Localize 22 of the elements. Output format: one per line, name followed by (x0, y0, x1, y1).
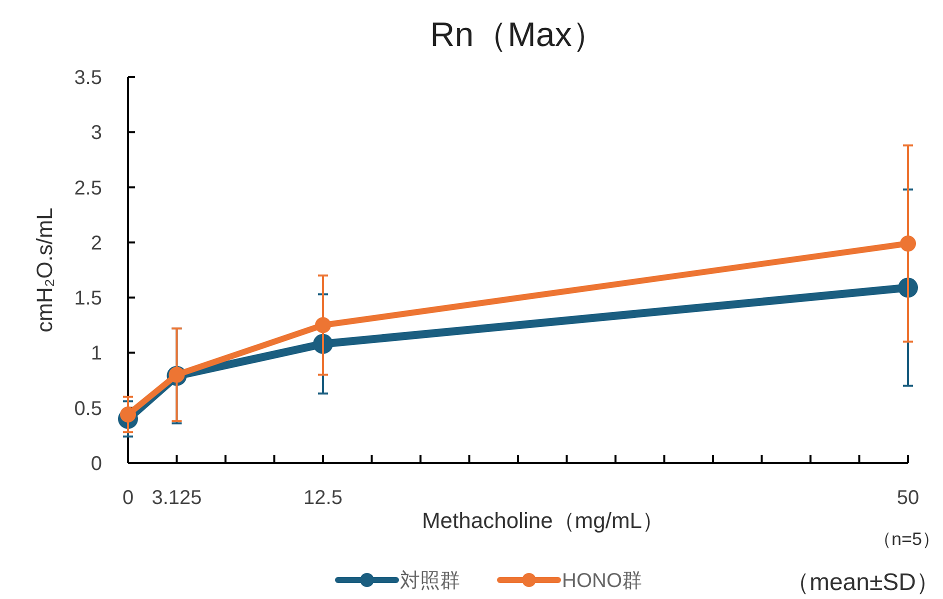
text: （n=5） (873, 529, 940, 549)
y-tick-label: 1.5 (74, 288, 102, 310)
y-axis-title: cmH₂O.s/mL (32, 208, 57, 332)
x-axis-title: Methacholine（mg/mL） (422, 508, 664, 533)
point (120, 406, 136, 422)
y-tick-label: 1 (90, 342, 102, 365)
x-tick-label: 50 (896, 487, 920, 509)
chart-title: Rn（Max） (430, 16, 606, 54)
x-tick-label: 0 (122, 487, 134, 509)
legend-label: 対照群 (400, 570, 460, 592)
point (315, 317, 331, 334)
x-tick-label: 12.5 (304, 487, 342, 509)
y-tick-label: 0.5 (74, 398, 102, 420)
y-tick-label: 2 (90, 232, 102, 254)
y-tick-label: 3 (90, 122, 102, 144)
y-tick-label: 0 (90, 453, 102, 475)
legend-label: HONO群 (562, 570, 642, 592)
y-tick-label: 3.5 (74, 67, 102, 89)
x-tick-label: 3.125 (152, 487, 202, 509)
y-tick-label: 2.5 (74, 177, 102, 200)
text: （mean±SD） (785, 569, 940, 596)
point (900, 236, 916, 252)
